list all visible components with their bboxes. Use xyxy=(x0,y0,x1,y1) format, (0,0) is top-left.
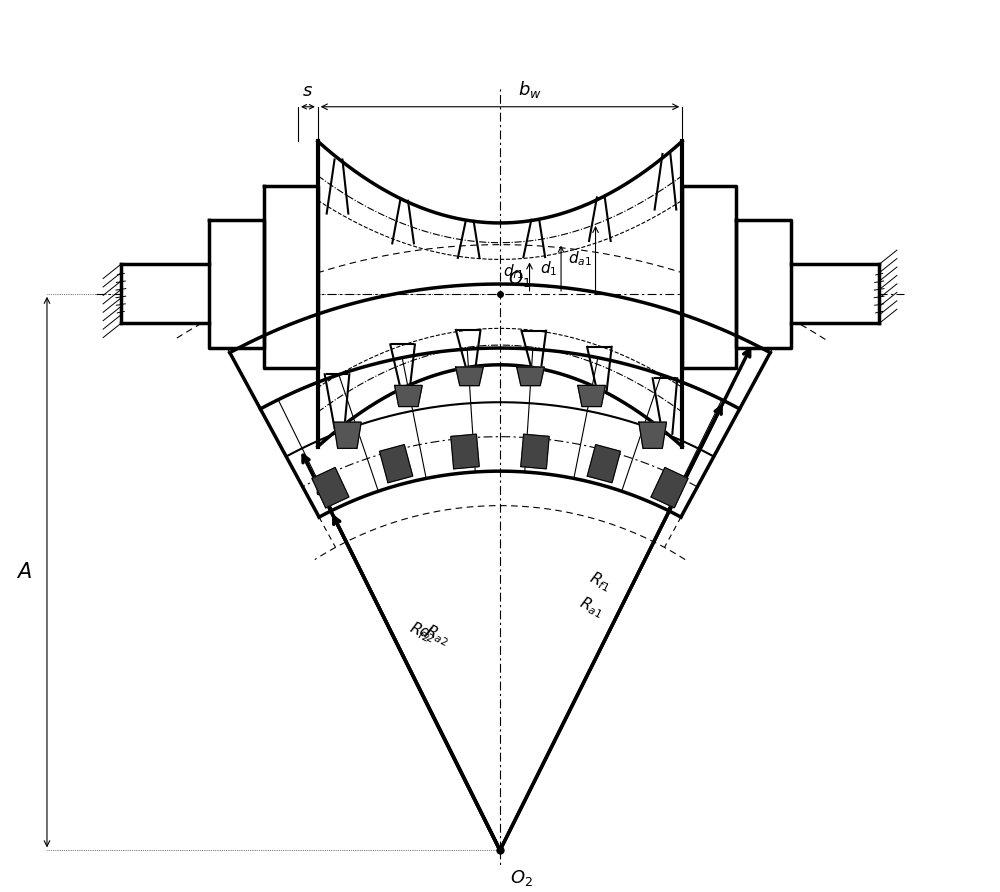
Polygon shape xyxy=(395,385,422,407)
Text: $R_{f1}$: $R_{f1}$ xyxy=(586,568,614,595)
Polygon shape xyxy=(578,385,605,407)
Polygon shape xyxy=(517,368,544,385)
Polygon shape xyxy=(639,422,666,449)
Text: $A$: $A$ xyxy=(16,562,32,582)
Polygon shape xyxy=(334,422,361,449)
Polygon shape xyxy=(791,264,879,324)
Polygon shape xyxy=(209,220,264,348)
Polygon shape xyxy=(121,264,209,324)
Polygon shape xyxy=(264,186,318,368)
Polygon shape xyxy=(380,445,413,483)
Text: $R_{a2}$: $R_{a2}$ xyxy=(422,621,452,648)
Text: $s$: $s$ xyxy=(302,82,313,100)
Text: $d_{f1}$: $d_{f1}$ xyxy=(503,262,525,281)
Text: $d_2$: $d_2$ xyxy=(415,622,438,646)
Text: $b_w$: $b_w$ xyxy=(518,78,541,100)
Text: $d_{a1}$: $d_{a1}$ xyxy=(568,249,592,268)
Polygon shape xyxy=(456,368,483,385)
Polygon shape xyxy=(312,467,349,508)
Text: $R_{a1}$: $R_{a1}$ xyxy=(576,593,607,621)
Polygon shape xyxy=(682,186,736,368)
Polygon shape xyxy=(451,434,479,469)
Polygon shape xyxy=(587,445,620,483)
Polygon shape xyxy=(230,284,770,850)
Polygon shape xyxy=(521,434,549,469)
Polygon shape xyxy=(651,467,688,508)
Polygon shape xyxy=(736,220,791,348)
Text: $O_2$: $O_2$ xyxy=(510,868,533,888)
Text: $R_{f2}$: $R_{f2}$ xyxy=(406,619,434,645)
Text: $O_1$: $O_1$ xyxy=(508,269,531,289)
Text: $d_1$: $d_1$ xyxy=(540,259,557,277)
